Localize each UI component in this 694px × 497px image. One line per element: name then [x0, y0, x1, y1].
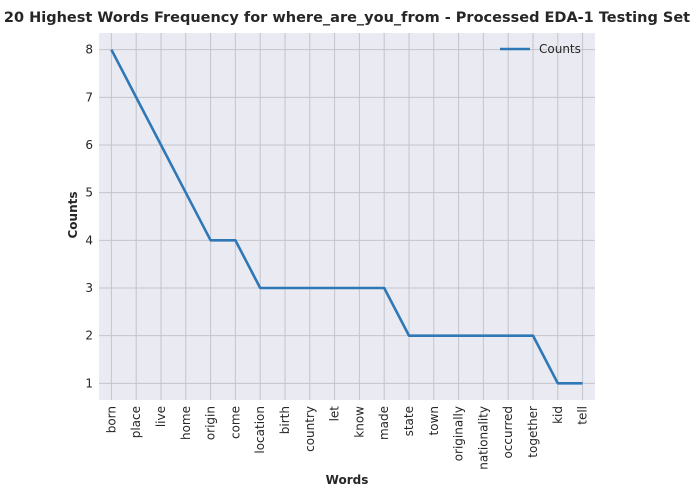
chart-title: 20 Highest Words Frequency for where_are…	[4, 10, 690, 26]
y-tick-label: 5	[85, 186, 93, 200]
x-tick-label: born	[104, 406, 118, 433]
x-tick-label: live	[154, 406, 168, 427]
x-tick-label: home	[179, 406, 193, 440]
x-tick-label: place	[129, 406, 143, 438]
x-tick-label: country	[303, 406, 317, 452]
x-tick-label: made	[377, 406, 391, 440]
y-tick-label: 7	[85, 90, 93, 104]
x-tick-label: nationality	[476, 406, 490, 470]
x-axis-label: Words	[326, 473, 369, 487]
y-tick-label: 1	[85, 376, 93, 390]
x-tick-label: birth	[278, 406, 292, 434]
series-layer	[110, 49, 583, 385]
plot-area	[99, 33, 595, 400]
x-tick-label: together	[526, 406, 540, 458]
y-tick-label: 6	[85, 138, 93, 152]
x-tick-label: town	[427, 406, 441, 435]
x-tick-label: let	[328, 406, 342, 422]
x-tick-label: origin	[204, 406, 218, 440]
y-tick-label: 8	[85, 43, 93, 57]
x-tick-label: kid	[551, 406, 565, 424]
x-tick-label: tell	[576, 406, 590, 425]
y-axis-label: Counts	[66, 191, 80, 238]
legend-label: Counts	[539, 42, 581, 56]
legend: Counts	[500, 42, 581, 56]
x-tick-label: come	[228, 406, 242, 439]
x-tick-label: know	[352, 406, 366, 438]
x-tick-label: occurred	[501, 406, 515, 459]
y-tick-label: 2	[85, 329, 93, 343]
series-line	[110, 49, 583, 385]
x-tick-labels: born place live home origin come location birth…	[104, 406, 589, 470]
x-tick-label: originally	[452, 406, 466, 461]
y-tick-label: 4	[85, 233, 93, 247]
y-tick-labels: 1 2 3 4 5 6 7 8	[85, 43, 93, 391]
y-tick-label: 3	[85, 281, 93, 295]
x-tick-label: state	[402, 406, 416, 436]
x-tick-label: location	[253, 406, 267, 454]
